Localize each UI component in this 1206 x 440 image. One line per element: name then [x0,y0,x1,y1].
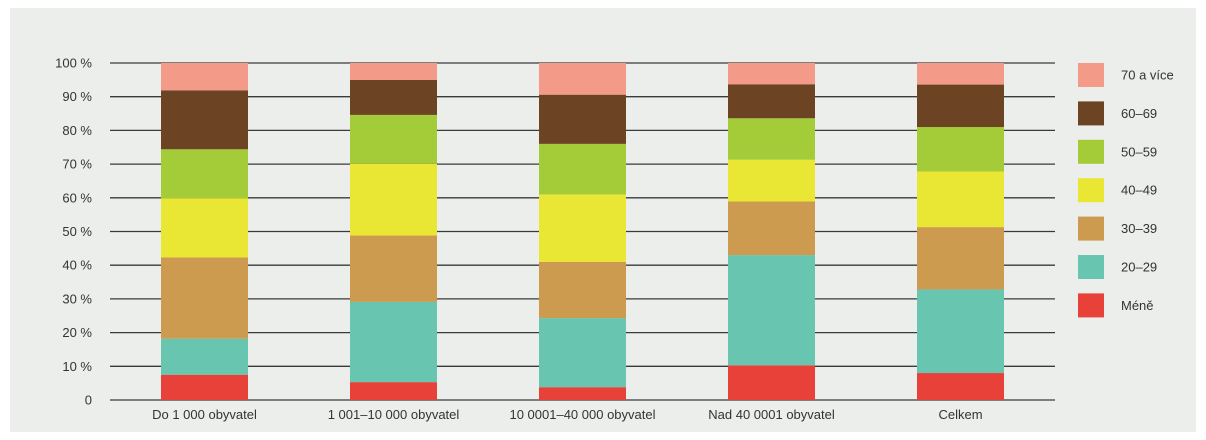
x-tick-label: Do 1 000 obyvatel [152,407,257,422]
y-tick-label: 100 % [55,56,92,71]
legend-label: 20–29 [1121,260,1157,275]
y-tick-label: 40 % [62,258,92,273]
x-tick-label: Nad 40 0001 obyvatel [708,407,835,422]
bar-segment [350,382,437,400]
bar-segment [350,301,437,383]
bar-segment [728,255,815,366]
bar-segment [161,338,248,375]
y-tick-label: 30 % [62,291,92,306]
bar-segment [917,171,1004,228]
legend-label: Méně [1121,298,1154,313]
bar-segment [917,289,1004,374]
legend-swatch [1078,178,1104,203]
bar-segment [728,84,815,119]
legend-swatch [1078,293,1104,318]
x-tick-label: 1 001–10 000 obyvatel [328,407,460,422]
x-axis-ticks: Do 1 000 obyvatel 1 001–10 000 obyvatel 10… [152,407,982,422]
bar-segment [728,201,815,256]
bar-segment [350,114,437,164]
stacked-bar-chart: 0 10 % 20 % 30 % 40 % 50 % 60 % 70 % 80 % 90 % 100… [55,56,1174,423]
chart-frame: 0 10 % 20 % 30 % 40 % 50 % 60 % 70 % 80 % 90 % 100… [10,8,1196,432]
bar-segment [539,318,626,388]
bar-segment [917,373,1004,400]
legend-swatch [1078,216,1104,241]
x-tick-label: 10 0001–40 000 obyvatel [509,407,655,422]
legend-swatch [1078,101,1104,126]
bar-segment [728,365,815,400]
bar-segment [917,84,1004,128]
bar-segment [917,227,1004,290]
bar-segment [350,235,437,302]
bar-segment [161,63,248,91]
bar-segment [539,194,626,262]
y-tick-label: 70 % [62,157,92,172]
bar-segment [350,63,437,80]
y-tick-label: 80 % [62,123,92,138]
bar-segment [161,374,248,400]
bar-segment [350,79,437,115]
bar-segment [161,149,248,199]
bar-segment [539,94,626,144]
bar-segment [161,257,248,339]
bar-segment [539,143,626,195]
y-tick-label: 50 % [62,224,92,239]
bar-segment [539,63,626,95]
bar-segment [161,198,248,258]
legend-swatch [1078,255,1104,279]
legend-label: 60–69 [1121,106,1157,121]
x-tick-label: Celkem [938,407,982,422]
bar-segment [350,163,437,236]
bar-segment [539,387,626,400]
bar-segment [728,159,815,202]
bar-segment [728,118,815,160]
bar-segment [161,90,248,150]
bars [161,63,1004,400]
legend-label: 30–39 [1121,221,1157,236]
legend-swatch [1078,63,1104,87]
legend-swatch [1078,139,1104,164]
y-tick-label: 60 % [62,190,92,205]
y-tick-label: 10 % [62,359,92,374]
legend: 70 a více 60–69 50–59 40–49 30–39 20–29 Méně [1078,63,1174,318]
bar-segment [917,127,1004,172]
y-tick-label: 90 % [62,89,92,104]
y-axis-ticks: 0 10 % 20 % 30 % 40 % 50 % 60 % 70 % 80 % 90 % 100… [55,56,92,408]
bar-segment [917,63,1004,85]
legend-label: 70 a více [1121,68,1174,83]
legend-label: 40–49 [1121,183,1157,198]
y-tick-label: 20 % [62,325,92,340]
bar-segment [539,261,626,319]
bar-segment [728,63,815,85]
legend-label: 50–59 [1121,144,1157,159]
y-tick-label: 0 [85,393,92,408]
